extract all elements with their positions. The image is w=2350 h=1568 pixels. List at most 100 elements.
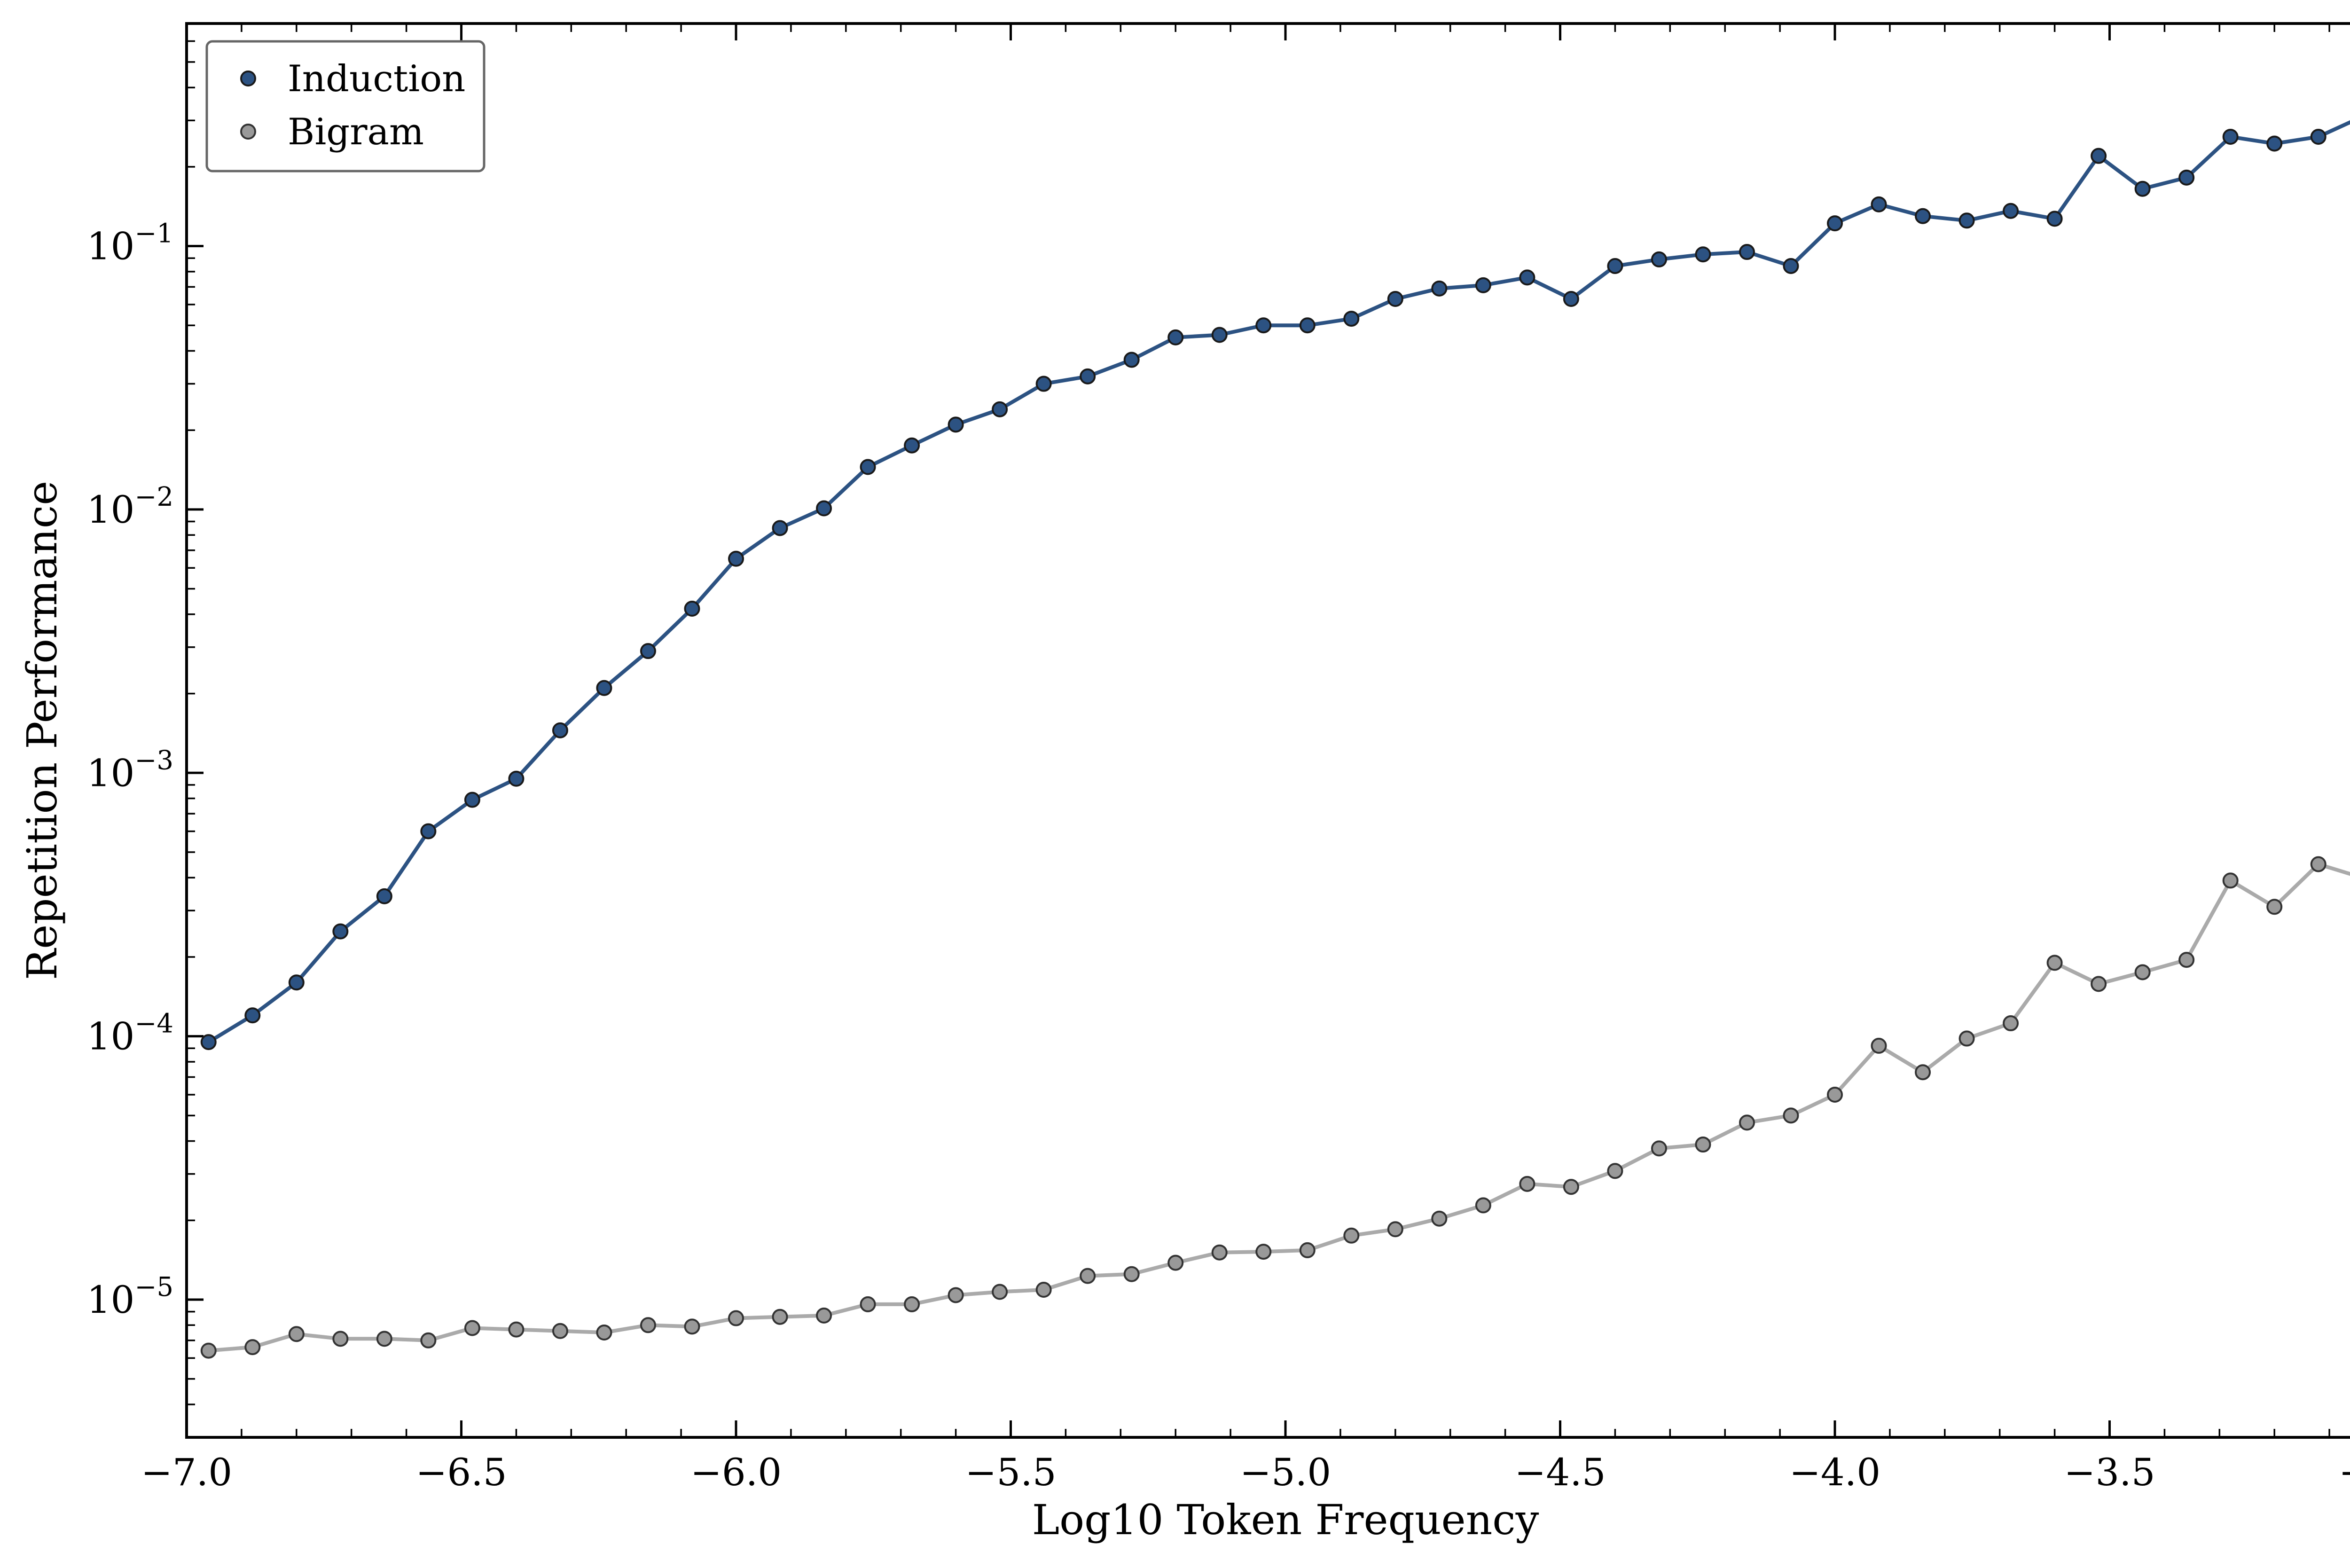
bigram-point <box>2091 976 2107 992</box>
bigram-point <box>2134 964 2151 980</box>
induction-point <box>1035 376 1052 392</box>
bigram-point <box>1958 1030 1975 1047</box>
bigram-point <box>1519 1176 1535 1192</box>
bigram-point <box>332 1331 349 1347</box>
induction-point <box>420 823 437 839</box>
bigram-point <box>904 1296 920 1312</box>
bigram-point <box>772 1309 788 1325</box>
y-tick-labels: 10−5 10−4 10−3 10−2 10−1 <box>87 219 173 1322</box>
bigram-point <box>948 1287 964 1303</box>
induction-point <box>1651 251 1667 267</box>
induction-point <box>2178 169 2195 186</box>
induction-point <box>200 1034 217 1051</box>
induction-point <box>860 459 876 475</box>
x-tick-label: −7.0 <box>141 1450 232 1494</box>
induction-point <box>1080 368 1096 384</box>
bigram-point <box>2222 872 2239 889</box>
induction-point <box>552 722 568 738</box>
induction-point <box>992 401 1008 417</box>
induction-point <box>684 601 700 617</box>
x-tick-label: −4.5 <box>1514 1450 1606 1494</box>
legend-marker-induction <box>240 71 256 86</box>
bigram-point <box>1475 1197 1491 1214</box>
bigram-point <box>1211 1244 1228 1261</box>
y-tick-label: 10−2 <box>87 482 173 532</box>
bigram-point <box>1739 1114 1755 1131</box>
bigram-point <box>1915 1064 1931 1081</box>
induction-point <box>1563 291 1579 307</box>
induction-point <box>1607 258 1623 274</box>
induction-point <box>2046 211 2063 227</box>
x-tick-label: −5.0 <box>1240 1450 1331 1494</box>
bigram-point <box>684 1318 700 1335</box>
bigram-point <box>1080 1268 1096 1284</box>
bigram-point <box>1651 1140 1667 1157</box>
induction-point <box>816 500 832 517</box>
x-tick-label: −4.0 <box>1789 1450 1880 1494</box>
legend-marker-bigram <box>240 124 256 140</box>
x-tick-label: −6.5 <box>415 1450 507 1494</box>
bigram-point <box>1255 1244 1272 1260</box>
induction-point <box>2003 203 2019 219</box>
bigram-point <box>1563 1179 1579 1195</box>
induction-point <box>1255 317 1272 334</box>
y-tick-label: 10−1 <box>87 219 173 268</box>
bigram-point <box>596 1325 612 1341</box>
bigram-point <box>2046 955 2063 971</box>
bigram-point <box>1299 1242 1316 1258</box>
bigram-point <box>508 1321 525 1338</box>
bigram-point <box>2003 1015 2019 1032</box>
bigram-point <box>1387 1221 1403 1238</box>
bigram-point <box>1167 1254 1184 1271</box>
bigram-point <box>1343 1227 1360 1244</box>
induction-point <box>332 923 349 940</box>
bigram-point <box>992 1284 1008 1300</box>
bigram-point <box>1431 1210 1448 1227</box>
induction-point <box>1299 317 1316 334</box>
plot-frame <box>185 22 2350 1439</box>
bigram-point <box>816 1307 832 1324</box>
induction-point <box>1387 291 1403 307</box>
bigram-point <box>728 1310 744 1326</box>
bigram-point <box>1827 1086 1843 1103</box>
legend-items: Induction Bigram <box>240 58 465 153</box>
legend-item-induction: Induction <box>240 58 465 100</box>
induction-point <box>1695 246 1711 263</box>
bigram-point <box>1035 1282 1052 1298</box>
induction-point <box>1783 258 1799 274</box>
bigram-point <box>1783 1107 1799 1124</box>
bigram-point <box>2178 952 2195 968</box>
y-tick-label: 10−5 <box>87 1272 173 1322</box>
induction-point <box>1519 269 1535 286</box>
induction-point <box>1431 280 1448 297</box>
induction-point <box>464 792 480 808</box>
induction-point <box>1871 196 1887 212</box>
series-induction <box>200 120 2350 1051</box>
induction-point <box>1958 212 1975 229</box>
bigram-point <box>640 1317 656 1333</box>
legend-box <box>205 40 486 172</box>
bigram-point <box>376 1331 392 1347</box>
bigram-point <box>1695 1137 1711 1153</box>
x-axis-label: Log10 Token Frequency <box>1032 1496 1539 1544</box>
induction-point <box>640 643 656 659</box>
x-tick-label: −5.5 <box>965 1450 1056 1494</box>
induction-point <box>772 520 788 536</box>
induction-point <box>1739 244 1755 260</box>
x-tick-label: −3.5 <box>2064 1450 2155 1494</box>
induction-point <box>1211 327 1228 343</box>
x-tick-label: −3.0 <box>2339 1450 2350 1494</box>
legend: Induction Bigram <box>205 40 486 172</box>
induction-point <box>904 437 920 454</box>
induction-point <box>2266 135 2283 152</box>
induction-point <box>2091 148 2107 164</box>
induction-point <box>1167 329 1184 345</box>
induction-point <box>2222 129 2239 145</box>
bigram-point <box>1871 1037 1887 1054</box>
induction-point <box>596 680 612 696</box>
series-bigram <box>200 856 2350 1359</box>
bigram-point <box>464 1320 480 1336</box>
bigram-point <box>2266 899 2283 915</box>
